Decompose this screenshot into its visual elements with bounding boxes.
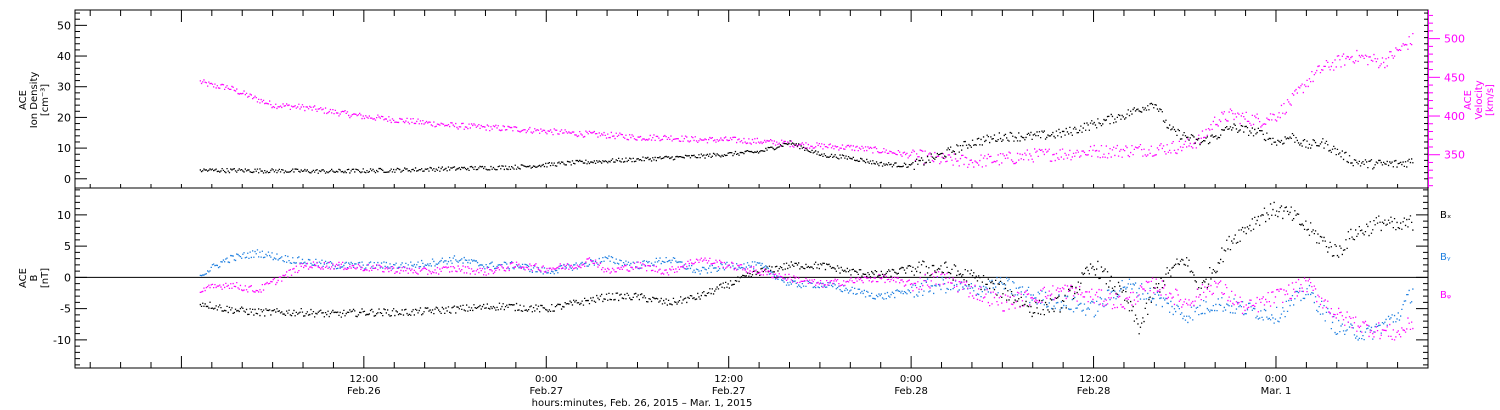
y-left-tick-label: 20 [57,111,71,124]
y-left-tick-label: 0 [64,173,71,186]
velocity-ylabel: ACE Velocity [km/s] [1463,80,1496,119]
legend-label: Bₓ [1440,210,1451,221]
x-tick-date: Feb.27 [712,386,746,397]
y-tick-label: 10 [57,209,71,222]
x-axis-label: hours:minutes, Feb. 26, 2015 – Mar. 1, 2… [532,398,753,409]
legend-label: Bᵧ [1440,252,1451,263]
x-tick-date: Feb.28 [1077,386,1111,397]
y-right-tick-label: 400 [1444,110,1465,123]
b-ylabel-line: [nT] [40,268,51,288]
b-series-0 [199,201,1414,335]
x-tick-time: 12:00 [349,374,378,385]
b-series-1-marks [199,249,1414,341]
velocity-series-marks [199,33,1414,168]
velocity-series [199,33,1414,168]
density-ylabel-line: [cm⁻³] [40,84,51,116]
top-panel-frame [74,9,1429,189]
x-tick-date: Feb.28 [894,386,928,397]
x-tick-date: Feb.26 [347,386,381,397]
b-ylabel-line: B [29,274,40,281]
y-tick-label: 5 [64,240,71,253]
axis-labels: ACE Ion Density [cm⁻³] ACE Velocity [km/s]ACE… [18,72,1496,289]
b-series-1 [199,249,1414,341]
y-right-tick-label: 350 [1444,149,1465,162]
y-left-tick-label: 40 [57,50,71,63]
density-ylabel-line: Ion Density [29,72,40,129]
x-tick-time: 0:00 [535,374,557,385]
velocity-ylabel-line: [km/s] [1485,84,1496,116]
y-tick-label: -5 [60,303,71,316]
b-ylabel-line: ACE [18,268,29,288]
density-ylabel-line: ACE [18,90,29,110]
x-tick-date: Feb.27 [529,386,563,397]
bottom-panel-frame [74,187,1429,369]
velocity-ylabel-line: Velocity [1474,80,1485,119]
b-series-0-marks [199,201,1414,335]
density-series [199,102,1414,174]
x-tick-time: 12:00 [714,374,743,385]
x-axis: 12:00Feb.260:00Feb.2712:00Feb.270:00Feb.… [89,10,1399,409]
legend-label: Bᵩ [1440,290,1451,301]
density-series-marks [199,102,1414,174]
y-tick-label: -10 [53,334,71,347]
x-tick-time: 0:00 [1265,374,1287,385]
top-panel: 0 10 20 30 40 50 350 400 450 500 [57,9,1465,189]
x-tick-time: 12:00 [1079,374,1108,385]
b-series-2-marks [199,257,1414,341]
x-tick-time: 0:00 [900,374,922,385]
y-right-tick-label: 500 [1444,33,1465,46]
b-series-2 [199,257,1414,341]
y-left-tick-label: 10 [57,142,71,155]
y-left-tick-label: 50 [57,19,71,32]
bottom-panel: -10 -5 0 5 10 Bₓ Bᵧ Bᵩ [53,187,1451,369]
y-tick-label: 0 [64,271,71,284]
x-tick-date: Mar. 1 [1261,386,1292,397]
b-ylabel: ACE B [nT] [18,268,51,288]
density-ylabel: ACE Ion Density [cm⁻³] [18,72,51,129]
y-right-tick-label: 450 [1444,71,1465,84]
velocity-ylabel-line: ACE [1463,90,1474,110]
y-left-tick-label: 30 [57,81,71,94]
